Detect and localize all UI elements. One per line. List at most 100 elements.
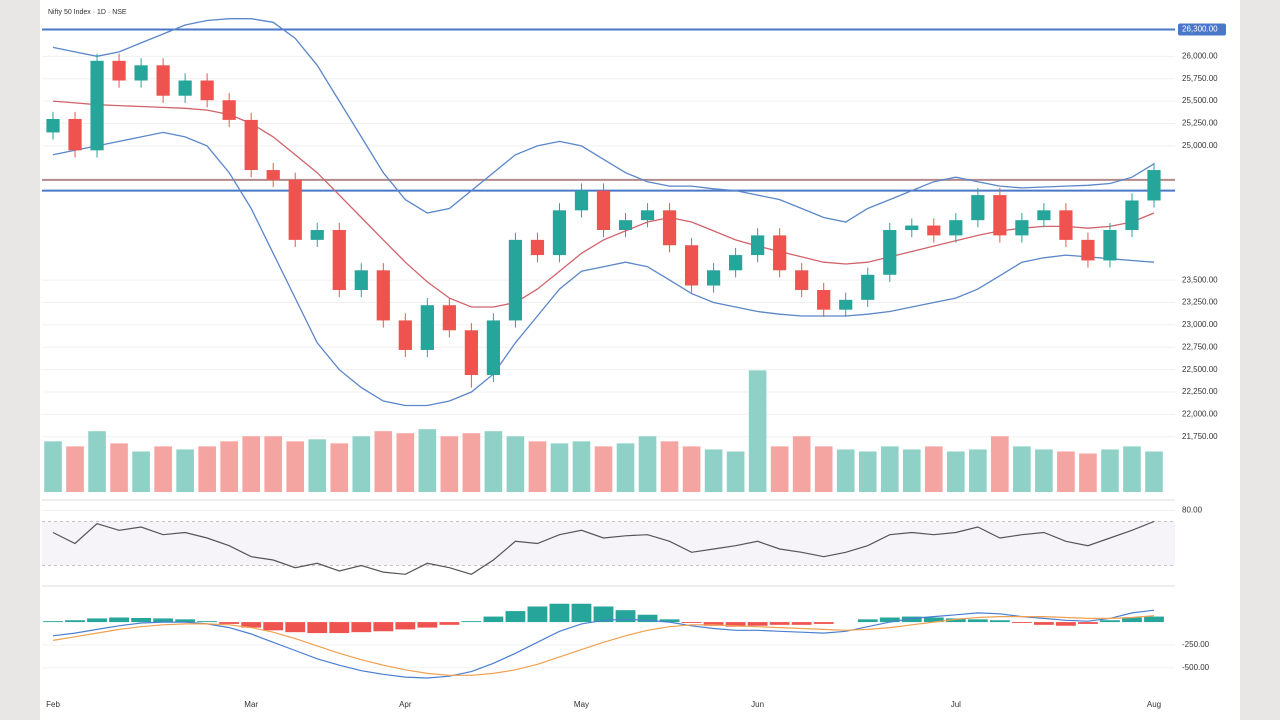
volume-bar bbox=[924, 446, 943, 492]
candle-body bbox=[178, 80, 192, 96]
macd-histogram-bar bbox=[219, 622, 240, 624]
volume-bar bbox=[308, 439, 327, 492]
volume-bar bbox=[374, 431, 393, 492]
volume-bar bbox=[594, 446, 613, 492]
macd-histogram-bar bbox=[1033, 622, 1054, 625]
macd-histogram-bar bbox=[329, 622, 350, 634]
candle-body bbox=[1103, 230, 1117, 261]
macd-histogram-bar bbox=[571, 603, 592, 623]
macd-histogram-bar bbox=[307, 622, 328, 634]
macd-histogram-bar bbox=[637, 614, 658, 623]
macd-histogram-bar bbox=[549, 603, 570, 623]
candle-body bbox=[244, 119, 258, 171]
x-tick-label: Jun bbox=[751, 700, 764, 709]
macd-histogram-bar bbox=[483, 616, 504, 623]
candle-body bbox=[552, 210, 567, 256]
macd-histogram-bar bbox=[153, 618, 174, 623]
volume-bar bbox=[704, 449, 723, 492]
macd-histogram-bar bbox=[615, 610, 636, 623]
volume-bar bbox=[1145, 451, 1163, 492]
level-tag bbox=[1178, 23, 1226, 36]
y-tick-label: 22,750.00 bbox=[1182, 342, 1218, 351]
y-tick-label: -250.00 bbox=[1182, 640, 1210, 649]
candle-body bbox=[949, 220, 963, 236]
volume-bar bbox=[1057, 451, 1075, 492]
volume-bar bbox=[286, 441, 305, 492]
y-tick-label: 25,500.00 bbox=[1182, 96, 1218, 105]
macd-histogram-bar bbox=[593, 606, 614, 623]
candle-body bbox=[112, 60, 126, 81]
macd-histogram-bar bbox=[769, 622, 790, 625]
volume-bar bbox=[506, 436, 525, 492]
candle-body bbox=[751, 235, 765, 256]
chart-title: Nifty 50 Index · 1D · NSE bbox=[48, 9, 127, 16]
macd-histogram-bar bbox=[857, 619, 878, 623]
candle-body bbox=[684, 245, 699, 286]
volume-bar bbox=[440, 436, 459, 492]
macd-histogram-bar bbox=[967, 619, 988, 623]
volume-bar bbox=[726, 451, 745, 492]
candle-body bbox=[266, 170, 280, 180]
candle-body bbox=[464, 330, 478, 376]
candle-body bbox=[817, 289, 831, 310]
y-tick-label: 23,000.00 bbox=[1182, 320, 1218, 329]
volume-bar bbox=[330, 443, 349, 492]
candle-body bbox=[773, 235, 787, 271]
candle-body bbox=[156, 65, 170, 96]
macd-histogram-bar bbox=[813, 622, 834, 624]
macd-histogram-bar bbox=[725, 622, 746, 627]
volume-bar bbox=[1079, 453, 1097, 492]
volume-bar bbox=[44, 441, 62, 492]
candle-body bbox=[1037, 210, 1051, 221]
chart-panel bbox=[40, 0, 1240, 720]
candle-body bbox=[971, 195, 985, 221]
volume-bar bbox=[154, 446, 172, 492]
macd-histogram-bar bbox=[1056, 622, 1076, 626]
volume-bar bbox=[770, 446, 789, 492]
volume-bar bbox=[484, 431, 503, 492]
macd-histogram-bar bbox=[879, 617, 900, 623]
macd-histogram-bar bbox=[395, 622, 416, 630]
candle-body bbox=[993, 195, 1007, 236]
macd-histogram-bar bbox=[241, 622, 262, 628]
volume-bar bbox=[396, 433, 415, 492]
volume-bar bbox=[969, 449, 987, 492]
y-tick-label: 26,000.00 bbox=[1182, 51, 1218, 60]
candle-body bbox=[1125, 200, 1139, 231]
candle-body bbox=[905, 225, 919, 231]
candle-body bbox=[486, 320, 501, 376]
y-tick-label: 21,750.00 bbox=[1182, 432, 1218, 441]
volume-bar bbox=[991, 436, 1009, 492]
volume-bar bbox=[1035, 449, 1053, 492]
volume-bar bbox=[638, 436, 657, 492]
y-tick-label: 22,500.00 bbox=[1182, 365, 1218, 374]
rsi-band bbox=[42, 521, 1175, 566]
x-tick-label: Apr bbox=[399, 700, 412, 709]
candle-body bbox=[640, 210, 655, 221]
candle-body bbox=[883, 230, 897, 275]
volume-bar bbox=[132, 451, 150, 492]
candle-body bbox=[839, 299, 853, 310]
macd-histogram-bar bbox=[1011, 622, 1032, 623]
volume-bar bbox=[462, 433, 481, 492]
candle-body bbox=[134, 65, 148, 81]
x-tick-label: Feb bbox=[46, 700, 60, 709]
volume-bar bbox=[220, 441, 238, 492]
candle-body bbox=[530, 239, 545, 256]
macd-histogram-bar bbox=[43, 621, 63, 623]
macd-histogram-bar bbox=[131, 617, 151, 623]
candle-body bbox=[332, 230, 346, 290]
y-tick-label: 22,250.00 bbox=[1182, 387, 1218, 396]
y-tick-label: 23,250.00 bbox=[1182, 298, 1218, 307]
macd-histogram-bar bbox=[87, 618, 107, 623]
y-tick-label: 25,750.00 bbox=[1182, 74, 1218, 83]
macd-histogram-bar bbox=[417, 622, 438, 628]
macd-histogram-bar bbox=[505, 611, 526, 623]
macd-histogram-bar bbox=[439, 622, 460, 625]
volume-bar bbox=[748, 370, 767, 492]
volume-bar bbox=[176, 449, 194, 492]
band-line bbox=[52, 100, 1155, 308]
macd-histogram-bar bbox=[923, 617, 944, 623]
